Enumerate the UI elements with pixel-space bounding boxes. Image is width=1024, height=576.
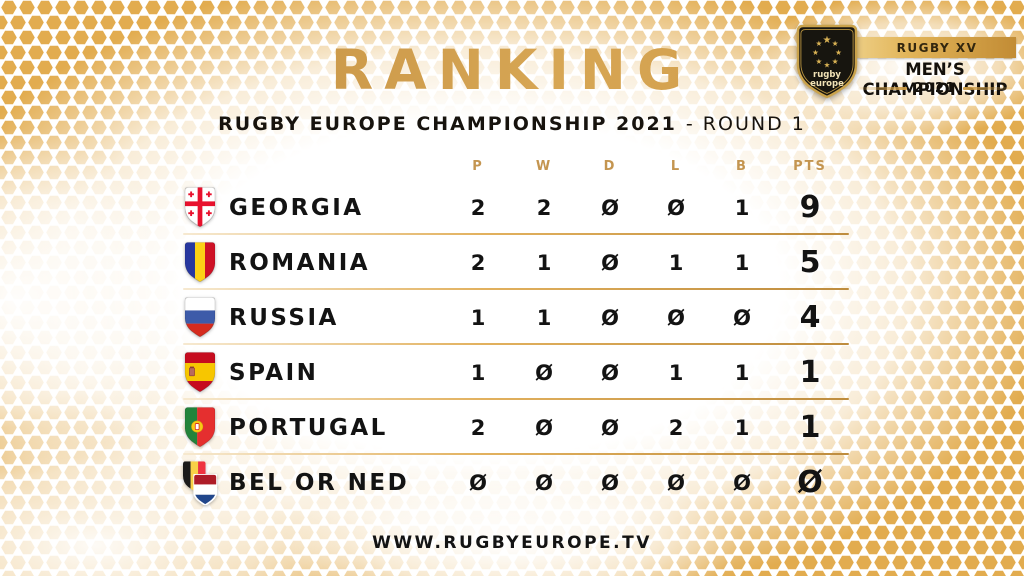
bonus-value: 1 — [734, 195, 750, 220]
svg-text:★: ★ — [816, 39, 823, 48]
team-flag — [183, 296, 229, 340]
team-flag — [183, 351, 229, 395]
table-row: PORTUGAL 2 Ø Ø 2 1 1 — [183, 400, 849, 455]
table-row: RUSSIA 1 1 Ø Ø Ø 4 — [183, 290, 849, 345]
rugby-europe-logo: RUGBY XV MEN’S CHAMPIONSHIP 2021 ★ ★ ★ ★ ★… — [796, 24, 1022, 108]
drawn-value: Ø — [601, 305, 619, 330]
drawn-value: Ø — [601, 360, 619, 385]
team-flag — [183, 461, 229, 505]
team-flag — [183, 241, 229, 285]
lost-value: 1 — [668, 360, 684, 385]
team-name: PORTUGAL — [229, 414, 388, 441]
team-flag — [183, 406, 229, 450]
page-title: RANKING — [0, 38, 1024, 102]
table-row: BEL OR NED Ø Ø Ø Ø Ø Ø — [183, 455, 845, 510]
svg-text:★: ★ — [835, 48, 842, 57]
svg-text:★: ★ — [812, 48, 819, 57]
subtitle-competition: RUGBY EUROPE CHAMPIONSHIP 2021 — [218, 113, 677, 135]
drawn-value: Ø — [601, 195, 619, 220]
drawn-value: Ø — [601, 415, 619, 440]
team-name: GEORGIA — [229, 194, 364, 221]
played-value: 1 — [470, 360, 486, 385]
rugby-europe-crest-icon: ★ ★★ ★★ ★★ ★ rugby europe — [796, 24, 858, 99]
flag-icon — [183, 351, 217, 395]
flag-icon — [183, 186, 217, 230]
flag-icon — [183, 461, 217, 505]
won-value: 2 — [536, 195, 552, 220]
played-value: 1 — [470, 305, 486, 330]
drawn-value: Ø — [601, 470, 619, 495]
svg-text:★: ★ — [816, 57, 823, 66]
flag-icon — [183, 406, 217, 450]
lost-value: Ø — [667, 470, 685, 495]
bonus-value: 1 — [734, 250, 750, 275]
team-name: BEL OR NED — [229, 469, 410, 496]
lost-value: 1 — [668, 250, 684, 275]
points-value: 1 — [799, 410, 821, 445]
logo-year: 2021 — [913, 81, 957, 96]
lost-value: Ø — [667, 195, 685, 220]
points-value: 9 — [799, 190, 821, 225]
column-header-won: W — [535, 158, 553, 174]
team-flag — [183, 186, 229, 230]
column-header-drawn: D — [603, 158, 617, 174]
column-header-played: P — [472, 158, 484, 174]
played-value: 2 — [470, 195, 486, 220]
points-value: 5 — [799, 245, 821, 280]
table-row: SPAIN 1 Ø Ø 1 1 1 — [183, 345, 849, 400]
column-header-bonus: B — [736, 158, 748, 174]
logo-championship: MEN’S CHAMPIONSHIP — [862, 60, 1008, 100]
points-value: 4 — [799, 300, 821, 335]
points-value: 1 — [799, 355, 821, 390]
standings-table: P W D L B PTS GEORGIA 2 2 Ø Ø 1 9 — [183, 152, 849, 510]
won-value: 1 — [536, 250, 552, 275]
gold-rule-right — [963, 87, 1012, 90]
lost-value: Ø — [667, 305, 685, 330]
won-value: 1 — [536, 305, 552, 330]
page-subtitle: RUGBY EUROPE CHAMPIONSHIP 2021 - ROUND 1 — [0, 113, 1024, 135]
logo-year-line: 2021 — [858, 81, 1012, 96]
team-name: ROMANIA — [229, 249, 371, 276]
table-header-row: P W D L B PTS — [183, 152, 845, 180]
table-row: GEORGIA 2 2 Ø Ø 1 9 — [183, 180, 849, 235]
logo-ribbon: RUGBY XV — [822, 37, 1016, 58]
bonus-value: 1 — [734, 360, 750, 385]
drawn-value: Ø — [601, 250, 619, 275]
column-header-points: PTS — [793, 158, 827, 174]
svg-text:★: ★ — [832, 39, 839, 48]
lost-value: 2 — [668, 415, 684, 440]
svg-text:★: ★ — [832, 57, 839, 66]
svg-text:★: ★ — [823, 35, 832, 46]
won-value: Ø — [535, 470, 553, 495]
bonus-value: Ø — [733, 470, 751, 495]
logo-tagline: RUGBY XV — [896, 40, 978, 55]
table-rows: GEORGIA 2 2 Ø Ø 1 9 ROMANIA 2 1 Ø 1 1 5 — [183, 180, 849, 510]
won-value: Ø — [535, 415, 553, 440]
bonus-value: 1 — [734, 415, 750, 440]
team-name: RUSSIA — [229, 304, 339, 331]
played-value: 2 — [470, 250, 486, 275]
points-value: Ø — [797, 465, 823, 500]
flag-icon — [183, 296, 217, 340]
played-value: 2 — [470, 415, 486, 440]
svg-text:rugby: rugby — [813, 70, 841, 80]
bonus-value: Ø — [733, 305, 751, 330]
flag-icon — [183, 241, 217, 285]
team-name: SPAIN — [229, 359, 319, 386]
svg-text:europe: europe — [810, 79, 844, 89]
gold-rule-left — [858, 87, 907, 90]
column-header-lost: L — [670, 158, 682, 174]
subtitle-round: - ROUND 1 — [685, 113, 806, 135]
won-value: Ø — [535, 360, 553, 385]
played-value: Ø — [469, 470, 487, 495]
website-url: WWW.RUGBYEUROPE.TV — [372, 533, 652, 553]
svg-text:★: ★ — [824, 61, 831, 70]
table-row: ROMANIA 2 1 Ø 1 1 5 — [183, 235, 849, 290]
